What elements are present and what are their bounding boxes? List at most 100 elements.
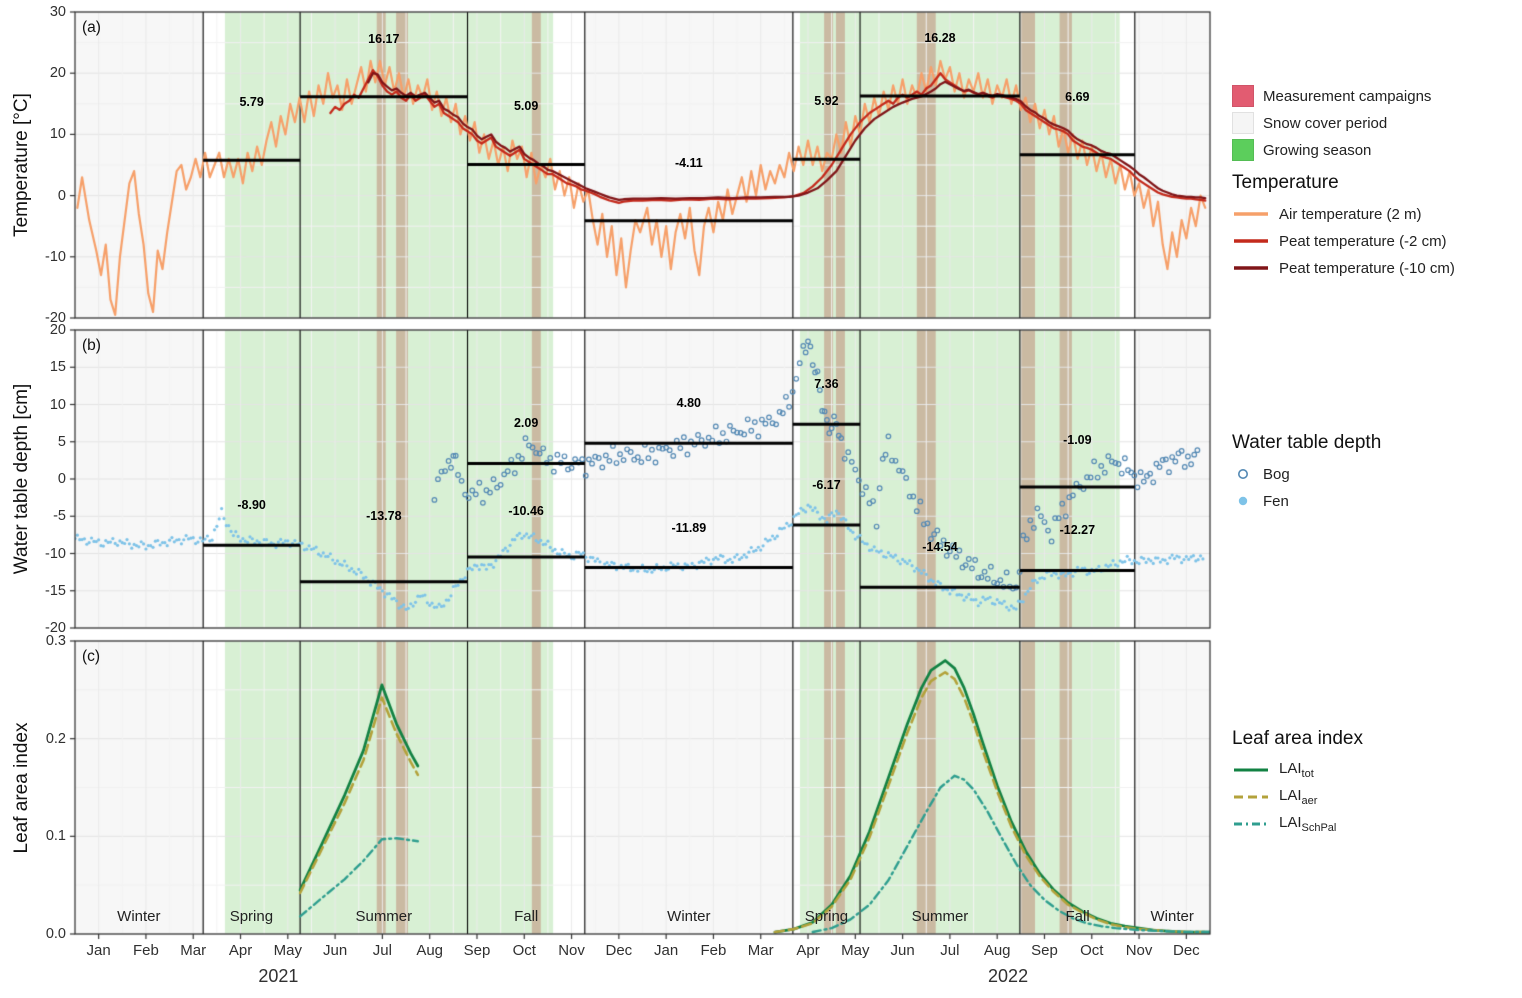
bog-circle-swatch (1238, 469, 1248, 479)
mean-label: -13.78 (366, 508, 402, 523)
season-label: Summer (355, 908, 413, 925)
y-tick-label: 0.1 (45, 828, 66, 845)
y-axis-title: Leaf area index (11, 722, 32, 853)
mean-label: -10.46 (508, 503, 544, 518)
mean-label: 16.17 (368, 31, 400, 46)
panel-letter: (b) (82, 337, 101, 354)
y-tick-label: 30 (49, 4, 66, 20)
lai-aer-line-swatch (1234, 795, 1268, 799)
growing-season-swatch (1232, 139, 1254, 161)
legend-column: Measurement campaigns Snow cover period … (1228, 0, 1520, 998)
month-label: Aug (983, 942, 1011, 959)
month-label: Mar (747, 942, 774, 959)
mean-label: -11.89 (671, 520, 707, 535)
y-tick-label: 0.2 (45, 730, 66, 747)
air-temperature-label: Air temperature (2 m) (1279, 205, 1422, 223)
season-label: Fall (514, 908, 539, 925)
mean-label: -6.17 (812, 477, 841, 492)
month-label: Jan (654, 942, 679, 959)
legend-item-lai-schpal: LAISchPal (1232, 813, 1363, 835)
legend-temperature: Temperature Air temperature (2 m) Peat t… (1232, 172, 1455, 284)
season-label: Spring (804, 908, 849, 925)
leaf-area-index-legend-title: Leaf area index (1232, 728, 1363, 749)
peat-temperature-10cm-label: Peat temperature (-10 cm) (1279, 259, 1455, 277)
y-axis-title: Water table depth [cm] (11, 383, 32, 575)
fen-circle-swatch (1238, 496, 1248, 506)
snow-cover-swatch (1232, 112, 1254, 134)
month-label: Aug (416, 942, 444, 959)
month-label: Oct (512, 942, 536, 959)
y-tick-label: 20 (49, 322, 66, 338)
month-label: Jul (372, 942, 392, 959)
season-label: Winter (667, 908, 711, 925)
month-label: Apr (228, 942, 253, 959)
y-tick-label: 0.0 (45, 926, 66, 942)
y-tick-label: 0.3 (45, 633, 66, 649)
mean-label: 5.09 (513, 99, 539, 114)
mean-label: 6.69 (1065, 89, 1090, 104)
legend-item-peat-temperature-10cm: Peat temperature (-10 cm) (1232, 257, 1455, 279)
mean-label: -14.54 (922, 540, 958, 555)
month-label: Sep (1031, 942, 1058, 959)
legend-item-growing-season: Growing season (1232, 139, 1431, 161)
month-label: Dec (605, 942, 633, 959)
legend-item-lai-aer: LAIaer (1232, 786, 1363, 808)
season-label: Summer (911, 908, 969, 925)
y-tick-label: -15 (45, 582, 66, 599)
legend-water-table-depth: Water table depth Bog Fen (1232, 432, 1381, 517)
growing-season-label: Growing season (1263, 141, 1372, 159)
legend-leaf-area-index: Leaf area index LAItot LAIaer LAISchPal (1232, 728, 1363, 840)
y-tick-label: 0 (57, 471, 66, 487)
y-tick-label: 10 (49, 126, 66, 143)
legend-item-bog: Bog (1232, 463, 1381, 485)
year-label: 2022 (988, 966, 1029, 986)
measurement-campaigns-label: Measurement campaigns (1263, 87, 1432, 105)
lai-tot-label: LAItot (1279, 760, 1314, 780)
month-label: Feb (133, 942, 159, 959)
peat-temperature-2cm-line-swatch (1234, 239, 1268, 243)
fen-label: Fen (1263, 492, 1289, 510)
month-label: Apr (796, 942, 820, 959)
legend-item-lai-tot: LAItot (1232, 759, 1363, 781)
mean-label: 2.09 (513, 416, 539, 431)
month-label: Feb (700, 942, 727, 959)
y-tick-label: 20 (49, 65, 66, 82)
month-label: Oct (1080, 942, 1104, 959)
mean-label: -4.11 (674, 155, 703, 170)
month-label: Jun (323, 942, 348, 959)
legend-shading: Measurement campaigns Snow cover period … (1232, 80, 1431, 166)
legend-item-air-temperature: Air temperature (2 m) (1232, 203, 1455, 225)
month-label: May (841, 942, 870, 959)
mean-label: -12.27 (1059, 523, 1096, 538)
y-tick-label: -10 (45, 248, 66, 265)
mean-label: 5.79 (239, 95, 264, 110)
month-label: Jan (86, 942, 111, 959)
month-label: Jun (890, 942, 915, 959)
legend-item-measurement-campaigns: Measurement campaigns (1232, 85, 1431, 107)
month-label: Jul (940, 942, 960, 959)
mean-label: -8.90 (237, 498, 266, 513)
water-table-depth-legend-title: Water table depth (1232, 432, 1382, 453)
y-tick-label: 0 (57, 187, 66, 204)
measurement-campaigns-swatch (1232, 85, 1254, 107)
y-tick-label: 5 (57, 433, 66, 450)
mean-label: 16.28 (924, 30, 956, 45)
panel-letter: (c) (82, 648, 101, 665)
y-tick-label: 15 (49, 359, 66, 376)
lai-aer-label: LAIaer (1279, 787, 1318, 807)
mean-label: -1.09 (1063, 433, 1092, 448)
bog-label: Bog (1263, 465, 1290, 483)
temperature-legend-title: Temperature (1232, 172, 1339, 193)
y-tick-label: -5 (53, 508, 66, 525)
month-label: May (273, 942, 302, 959)
y-tick-label: -10 (45, 545, 66, 562)
season-label: Winter (1150, 908, 1194, 925)
year-label: 2021 (258, 966, 299, 986)
snow-cover-label: Snow cover period (1263, 114, 1388, 132)
season-label: Spring (229, 908, 274, 925)
season-label: Fall (1065, 908, 1090, 925)
legend-item-fen: Fen (1232, 490, 1381, 512)
season-label: Winter (117, 908, 161, 925)
